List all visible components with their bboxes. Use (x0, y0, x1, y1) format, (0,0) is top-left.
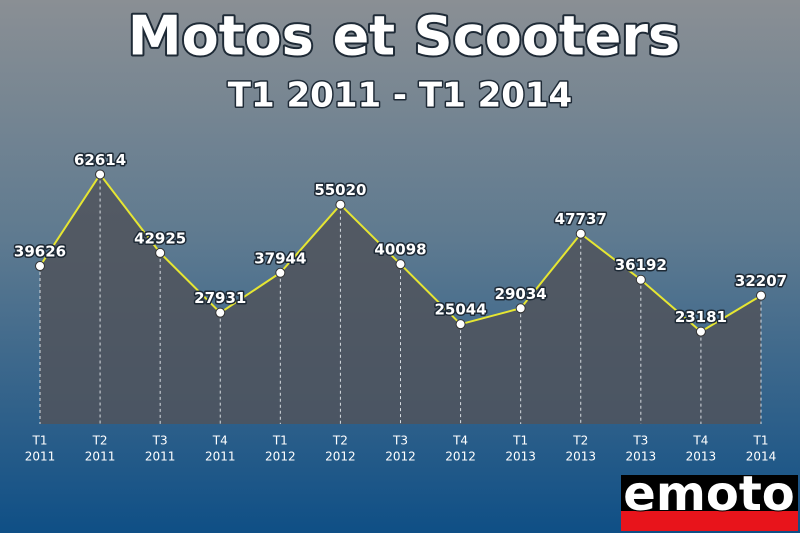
data-label: 40098 (374, 241, 426, 259)
x-tick-label: 2011 (85, 450, 116, 464)
x-tick-label: T2 (572, 434, 588, 448)
x-tick-label: T1 (272, 434, 288, 448)
x-tick-label: 2013 (565, 450, 596, 464)
data-label: 23181 (675, 308, 727, 326)
chart-title: Motos et Scooters (128, 5, 680, 68)
x-tick-label: T4 (452, 434, 468, 448)
marker (335, 199, 346, 210)
data-label: 39626 (14, 243, 66, 261)
data-label: 55020 (314, 181, 366, 199)
marker (275, 267, 286, 278)
x-tick-label: T3 (152, 434, 168, 448)
x-tick-label: T2 (332, 434, 348, 448)
x-tick-label: T4 (212, 434, 228, 448)
x-tick-label: 2011 (145, 450, 176, 464)
x-tick-label: 2012 (385, 450, 416, 464)
x-tick-label: 2011 (25, 450, 56, 464)
x-tick-label: 2013 (686, 450, 717, 464)
marker (455, 319, 466, 330)
x-tick-label: 2012 (325, 450, 356, 464)
chart-subtitle: T1 2011 - T1 2014 (228, 76, 572, 116)
data-label: 47737 (555, 210, 607, 228)
marker (635, 274, 646, 285)
x-tick-label: T2 (92, 434, 108, 448)
marker (155, 247, 166, 258)
logo-box-top (621, 475, 798, 511)
marker (215, 307, 226, 318)
x-tick-label: T1 (512, 434, 528, 448)
data-label: 62614 (74, 151, 126, 169)
marker (395, 259, 406, 270)
x-tick-label: 2011 (205, 450, 236, 464)
x-tick-label: T3 (632, 434, 648, 448)
data-label: 37944 (254, 249, 306, 267)
x-tick-label: 2012 (445, 450, 476, 464)
marker (515, 303, 526, 314)
marker (756, 290, 766, 301)
x-tick-label: T4 (692, 434, 708, 448)
data-label: 42925 (134, 229, 186, 247)
data-label: 32207 (735, 272, 787, 290)
marker (695, 326, 706, 337)
x-tick-label: T3 (392, 434, 408, 448)
x-tick-label: T1 (753, 434, 769, 448)
x-tick-label: 2013 (626, 450, 657, 464)
marker (95, 169, 106, 180)
data-label: 36192 (615, 256, 667, 274)
marker (575, 228, 586, 239)
x-tick-label: 2014 (746, 450, 777, 464)
data-label: 25044 (434, 301, 486, 319)
logo: emoto (623, 466, 794, 522)
x-tick-label: T1 (32, 434, 48, 448)
x-tick-label: 2013 (505, 450, 536, 464)
marker (35, 261, 45, 272)
x-tick-label: 2012 (265, 450, 296, 464)
data-label: 29034 (495, 285, 547, 303)
data-label: 27931 (194, 289, 246, 307)
